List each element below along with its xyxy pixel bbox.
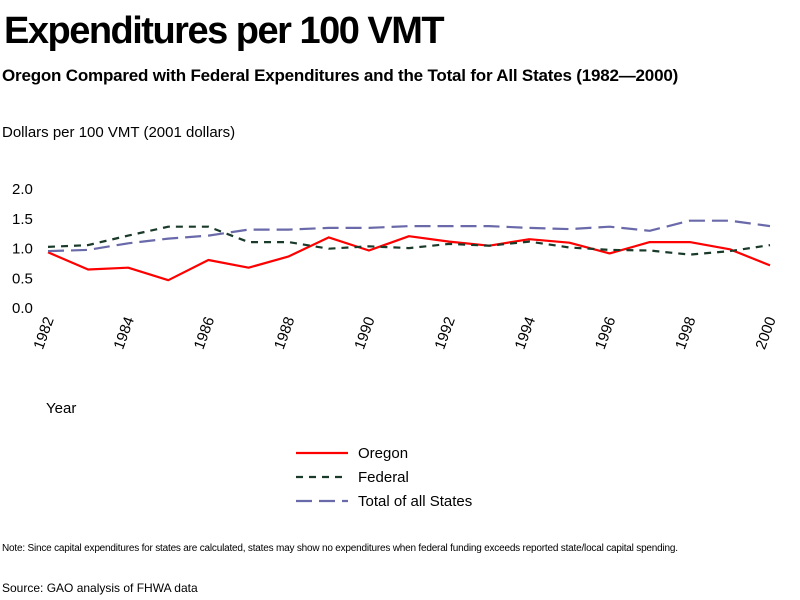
x-tick-label: 1996 <box>592 315 619 352</box>
legend-label: Oregon <box>358 445 408 462</box>
y-tick-label: 0.5 <box>12 270 33 287</box>
x-axis-label: Year <box>46 400 77 417</box>
x-tick-label: 1984 <box>111 315 138 352</box>
y-tick-label: 2.0 <box>12 181 33 198</box>
x-tick-label: 1988 <box>271 315 298 352</box>
chart-subtitle: Oregon Compared with Federal Expenditure… <box>2 66 679 85</box>
y-tick-label: 1.5 <box>12 211 33 228</box>
x-tick-label: 2000 <box>752 315 779 352</box>
x-tick-label: 1998 <box>672 315 699 352</box>
chart-note: Note: Since capital expenditures for sta… <box>2 543 678 554</box>
series-line-federal <box>47 225 771 256</box>
x-tick-label: 1994 <box>512 315 539 352</box>
legend-label: Federal <box>358 469 409 486</box>
x-tick-label: 1990 <box>351 315 378 352</box>
series-line-oregon <box>47 235 771 282</box>
x-tick-label: 1992 <box>431 315 458 352</box>
chart-title: Expenditures per 100 VMT <box>4 10 445 52</box>
legend-label: Total of all States <box>358 493 472 510</box>
y-tick-label: 1.0 <box>12 241 33 258</box>
chart-source: Source: GAO analysis of FHWA data <box>2 581 198 595</box>
y-axis-label: Dollars per 100 VMT (2001 dollars) <box>2 124 236 141</box>
x-tick-label: 1986 <box>191 315 218 352</box>
series-line-total-of-all-states <box>47 219 771 253</box>
x-tick-label: 1982 <box>30 315 57 352</box>
y-tick-label: 0.0 <box>12 300 33 317</box>
